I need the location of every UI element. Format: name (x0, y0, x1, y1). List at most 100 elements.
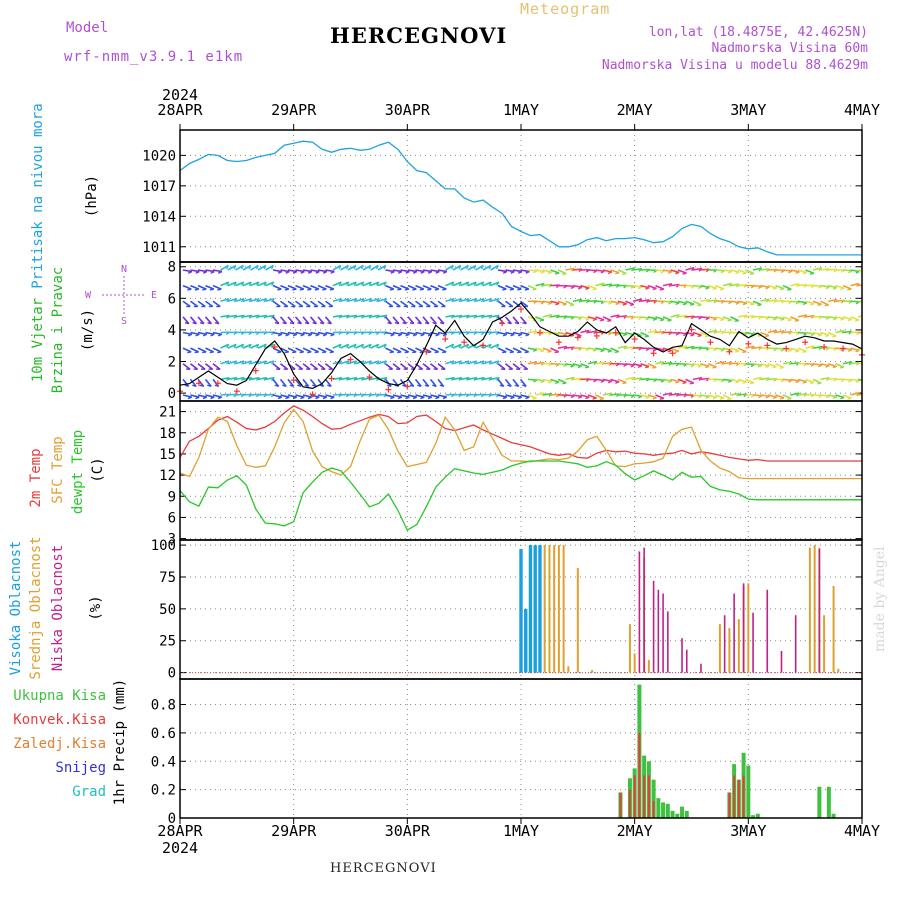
wind-barb-head (248, 360, 253, 365)
wind-barb (745, 315, 755, 318)
wind-barb (835, 299, 845, 303)
wind-barb (557, 345, 567, 349)
wind-barb-head (607, 271, 613, 275)
wind-barb (632, 362, 642, 367)
wind-barb (295, 394, 305, 398)
wind-barb (302, 316, 310, 325)
wind-barb (737, 300, 747, 304)
total-precip-bar (680, 806, 685, 818)
wind-barb-head (795, 380, 800, 384)
wind-barb-head (442, 270, 448, 274)
wind-barb (670, 300, 680, 304)
mid-cloud-bar (647, 659, 650, 673)
wind-barb-head (570, 395, 575, 399)
wind-barb-head (705, 396, 710, 399)
wind-barb (325, 284, 335, 290)
wind-barb (355, 298, 365, 303)
wind-barb-head (248, 343, 252, 349)
model-altitude-label: Nadmorska Visina u modelu 88.4629m (601, 58, 868, 73)
wind-barb (692, 362, 702, 367)
wind-barb (797, 393, 808, 396)
x-date-label-top: 3MAY (730, 101, 766, 119)
wind-barb (827, 298, 837, 303)
wind-barb (430, 300, 439, 308)
wind-barb (355, 264, 364, 271)
wind-barb-head (802, 350, 807, 353)
wind-barb (565, 346, 575, 349)
wind-barb (820, 267, 830, 271)
wind-barb (820, 362, 830, 367)
wind-barb (190, 347, 199, 353)
wind-barb-head (458, 265, 462, 270)
temp2m-axis-title: 2m Temp (28, 448, 44, 507)
wind-barb-head (780, 348, 785, 352)
wind-barb-head (496, 343, 500, 349)
wind-barb (595, 361, 605, 365)
wind-barb (295, 363, 304, 370)
wind-barb-head (394, 384, 399, 388)
y-tick-label: 50 (159, 602, 176, 618)
wind-barb-head (855, 380, 860, 384)
wind-barb-head (757, 303, 762, 307)
wind-barb-head (353, 360, 358, 365)
wind-barb (212, 363, 221, 370)
wind-barb (437, 300, 446, 308)
wind-barb-head (412, 351, 417, 354)
wind-barb (587, 360, 597, 365)
wind-barb (467, 376, 477, 381)
wind-barb (377, 298, 387, 303)
wind-barb-head (616, 314, 620, 319)
wind-barb (602, 316, 612, 322)
wind-barb (640, 299, 650, 303)
wind-barb-head (855, 349, 860, 353)
wind-barb-head (439, 321, 445, 325)
wind-barb-head (525, 396, 530, 400)
wind-barb-head (765, 286, 770, 290)
wind-barb-head (736, 392, 740, 397)
wind-barb (557, 269, 567, 275)
wind-barb-head (840, 317, 845, 321)
wind-barb-head (533, 379, 538, 383)
wind-barb-head (405, 270, 410, 274)
wind-barb (812, 300, 822, 306)
wind-barb (565, 376, 575, 381)
wind-barb (722, 282, 732, 287)
wind-barb (482, 376, 492, 381)
mid-cloud-bar (543, 545, 546, 673)
wind-barb-head (256, 298, 260, 303)
wind-barb-head (417, 384, 422, 388)
wind-barb (227, 376, 237, 381)
wind-barb-head (719, 397, 725, 400)
wind-barb-head (353, 281, 357, 286)
wind-barb (512, 331, 522, 336)
wind-barb (265, 264, 274, 271)
wind-barb-head (817, 382, 822, 385)
wind-barb (212, 394, 222, 398)
wind-barb-head (480, 265, 484, 270)
wind-barb (550, 284, 560, 287)
wind-barb-head (502, 396, 507, 400)
wind-barb (737, 378, 747, 383)
wind-barb-head (376, 343, 380, 349)
wind-barb (745, 269, 755, 275)
wind-barb (685, 300, 695, 305)
wind-barb-head (360, 265, 364, 270)
wind-barb-head (322, 333, 328, 337)
wind-barb-head (734, 319, 739, 322)
wind-barb-head (353, 377, 358, 381)
wind-barb-head (600, 379, 605, 383)
wind-barb-head (289, 321, 295, 325)
wind-barb-head (404, 288, 409, 291)
pressure-axis-title: Pritisak na nivou mora (30, 103, 46, 288)
wind-barb (197, 394, 207, 398)
wind-barb-head (713, 348, 718, 352)
wind-barb (272, 394, 282, 398)
wind-barb (422, 300, 431, 308)
wind-barb (482, 298, 492, 303)
wind-barb (745, 300, 755, 305)
wind-barb-head (383, 343, 387, 349)
wind-barb (370, 360, 380, 365)
wind-barb (827, 377, 838, 381)
wind-barb-head (668, 392, 673, 397)
wind-barb (700, 331, 710, 337)
